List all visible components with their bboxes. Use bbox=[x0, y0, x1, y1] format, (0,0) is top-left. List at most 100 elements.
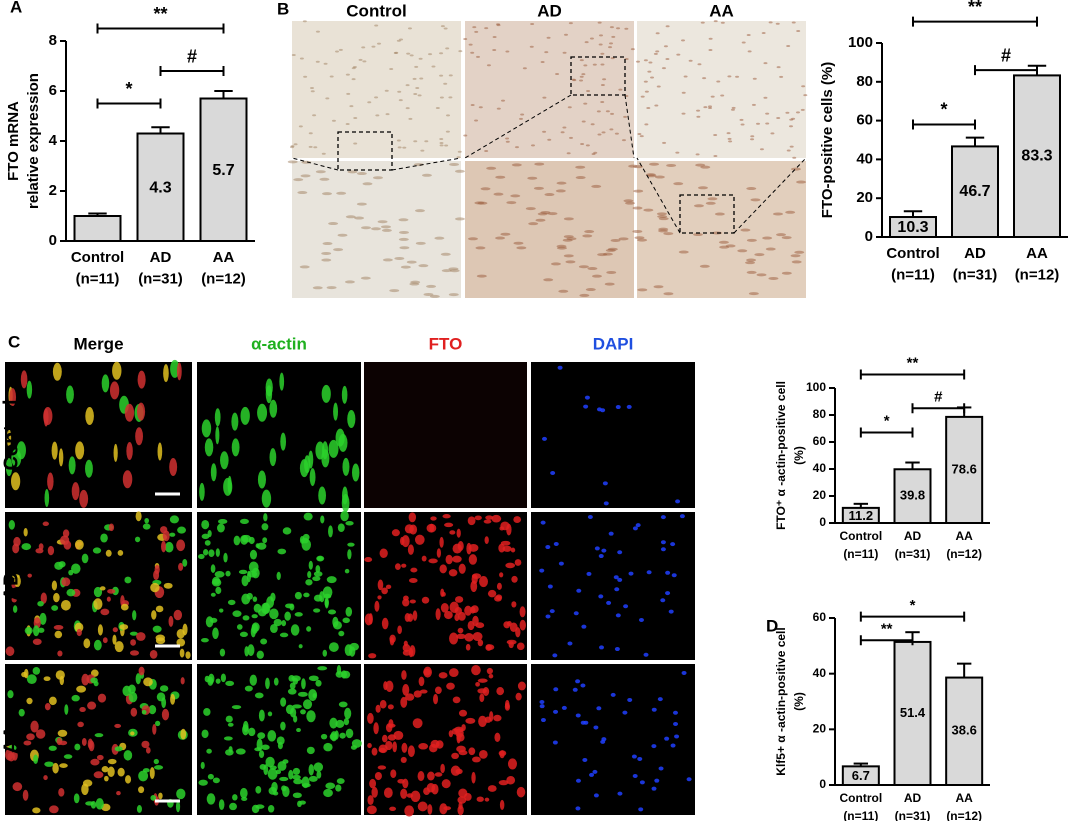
significance-bracket bbox=[912, 119, 976, 130]
cell bbox=[553, 541, 559, 546]
cell bbox=[555, 73, 560, 76]
cell bbox=[565, 260, 576, 264]
cell bbox=[486, 64, 491, 67]
cell bbox=[426, 284, 437, 288]
y-tick-label: 100 bbox=[806, 380, 826, 394]
cell bbox=[152, 723, 157, 735]
cell bbox=[583, 102, 588, 105]
cell bbox=[300, 709, 306, 715]
cell bbox=[328, 642, 339, 652]
cell bbox=[484, 797, 490, 802]
cell bbox=[776, 233, 787, 237]
cell bbox=[448, 74, 453, 77]
cell bbox=[382, 258, 393, 262]
significance-label: ** bbox=[881, 620, 893, 637]
cell bbox=[48, 745, 57, 751]
cell bbox=[289, 707, 297, 718]
cell bbox=[643, 80, 648, 83]
cell bbox=[713, 134, 718, 137]
cell bbox=[550, 262, 561, 266]
cell bbox=[472, 756, 481, 763]
cell bbox=[439, 536, 444, 548]
cell bbox=[606, 600, 612, 605]
cell bbox=[334, 50, 339, 53]
bar bbox=[136, 132, 185, 242]
cell bbox=[399, 246, 410, 250]
cell bbox=[130, 639, 137, 646]
cell bbox=[267, 768, 278, 780]
cell bbox=[260, 638, 268, 645]
cell bbox=[417, 801, 428, 812]
cell bbox=[529, 45, 534, 48]
cell bbox=[486, 166, 497, 170]
cell bbox=[302, 533, 310, 541]
cell bbox=[11, 472, 21, 491]
y-axis-label: (%) bbox=[792, 692, 806, 711]
cell bbox=[686, 777, 692, 782]
cell bbox=[397, 146, 402, 149]
cell bbox=[377, 595, 382, 600]
cell bbox=[239, 518, 249, 525]
cell bbox=[419, 689, 428, 694]
cell bbox=[427, 771, 435, 781]
cell bbox=[236, 624, 243, 630]
cell bbox=[163, 364, 169, 383]
image-column-label: AA bbox=[709, 1, 734, 20]
cell bbox=[765, 112, 770, 115]
cell bbox=[511, 163, 522, 167]
cell bbox=[57, 650, 63, 657]
cell bbox=[515, 692, 522, 701]
cell bbox=[604, 282, 615, 286]
cell bbox=[410, 280, 421, 284]
cell bbox=[463, 134, 468, 137]
cell bbox=[270, 623, 278, 634]
cell bbox=[611, 35, 616, 38]
cell bbox=[351, 463, 360, 482]
cell bbox=[522, 67, 527, 70]
cell bbox=[405, 693, 415, 701]
cell bbox=[510, 194, 521, 198]
cell bbox=[262, 537, 268, 544]
cell bbox=[535, 218, 546, 222]
cell bbox=[225, 570, 231, 577]
cell bbox=[501, 99, 506, 102]
cell bbox=[470, 104, 475, 107]
cell bbox=[580, 143, 585, 146]
cell bbox=[655, 32, 660, 35]
cell bbox=[446, 114, 451, 117]
cell bbox=[602, 481, 608, 486]
x-tick-note: (n=11) bbox=[76, 270, 120, 287]
cell bbox=[208, 549, 215, 557]
cell bbox=[563, 33, 568, 36]
cell bbox=[26, 380, 33, 399]
cell bbox=[562, 126, 567, 129]
cell bbox=[207, 773, 214, 780]
cell bbox=[610, 238, 621, 242]
cell bbox=[421, 596, 430, 604]
cell bbox=[201, 729, 209, 739]
cell bbox=[419, 77, 424, 80]
cell bbox=[697, 63, 702, 66]
cell bbox=[608, 531, 614, 536]
cell bbox=[781, 271, 792, 275]
cell bbox=[495, 594, 503, 601]
cell bbox=[586, 89, 591, 92]
y-axis-label: FTO⁺ α -actin-positive cell bbox=[774, 381, 788, 530]
cell bbox=[594, 546, 600, 551]
cell bbox=[476, 55, 481, 58]
cell bbox=[440, 602, 449, 613]
cell bbox=[530, 144, 535, 147]
cell bbox=[247, 644, 255, 657]
cell bbox=[418, 676, 425, 687]
cell bbox=[598, 594, 604, 599]
cell bbox=[474, 30, 479, 33]
cell bbox=[418, 57, 423, 60]
zoom-line bbox=[733, 157, 807, 234]
cell bbox=[500, 232, 511, 236]
cell bbox=[240, 406, 250, 425]
cell bbox=[665, 591, 671, 596]
cell bbox=[379, 548, 388, 559]
cell bbox=[441, 269, 452, 273]
cell bbox=[344, 644, 353, 656]
cell bbox=[549, 609, 555, 614]
